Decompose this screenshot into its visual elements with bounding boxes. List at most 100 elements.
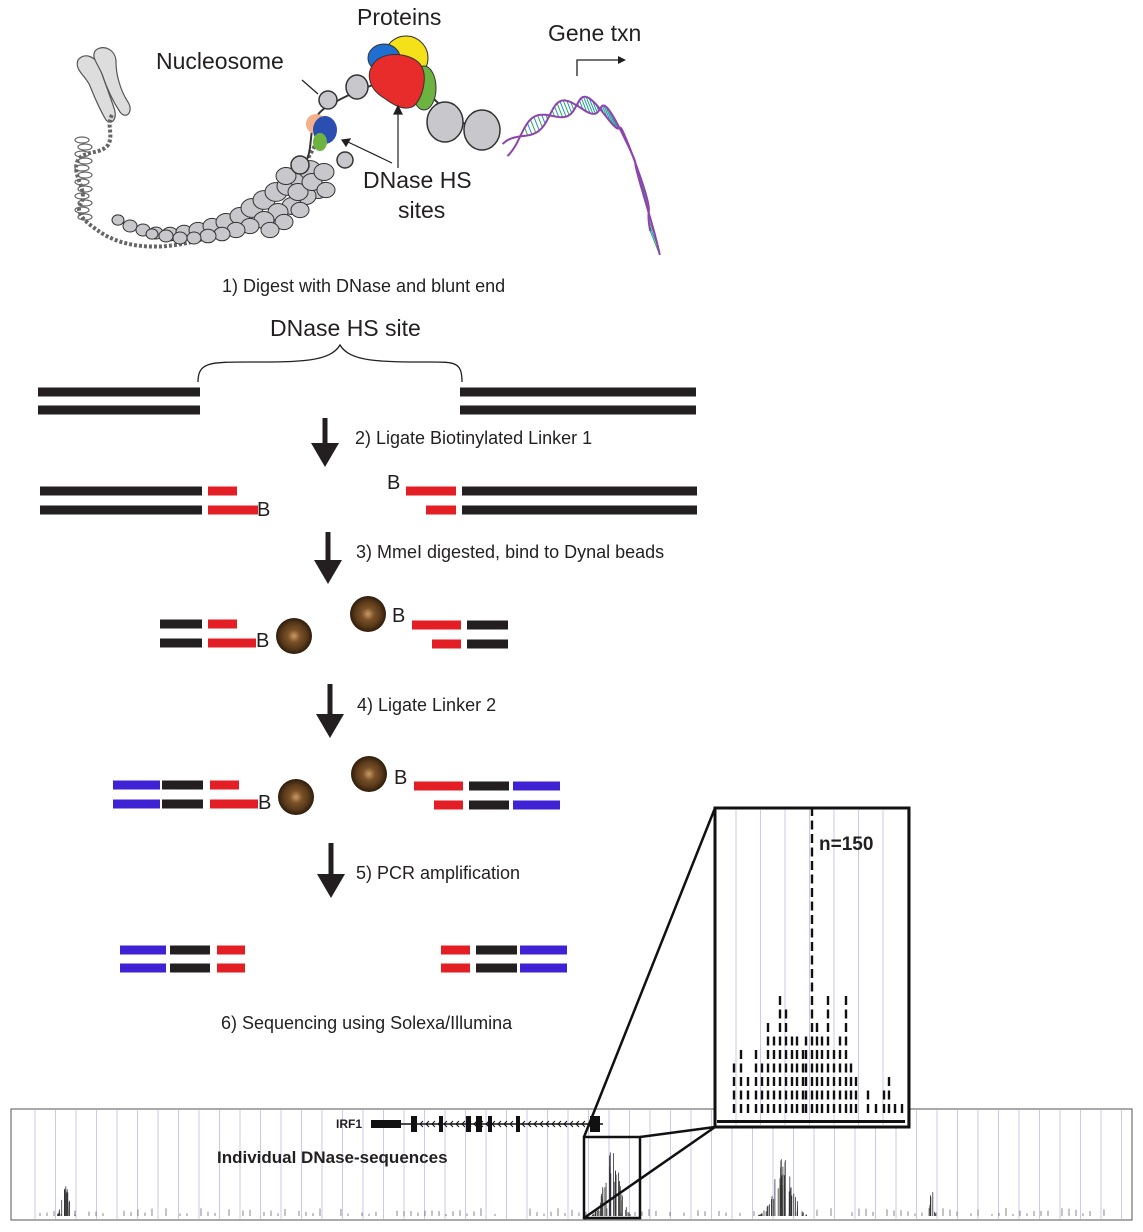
read-tick — [820, 1050, 824, 1059]
baseline — [717, 1120, 905, 1123]
helix-strand — [506, 95, 652, 232]
read-tick — [784, 1063, 788, 1073]
read-tick — [795, 1077, 799, 1086]
chromatin-loop — [74, 150, 90, 158]
read-tick — [838, 1036, 842, 1046]
intron-chevron — [491, 1120, 496, 1128]
read-tick — [795, 1104, 799, 1113]
read-tick — [754, 1090, 758, 1100]
chromatin-loop — [74, 178, 90, 186]
read-tick — [810, 888, 814, 897]
nucleosome-bead — [186, 231, 202, 245]
intron-chevron — [497, 1120, 502, 1128]
read-tick — [832, 1090, 836, 1100]
intron-chevron — [533, 1120, 538, 1128]
intron-chevron — [437, 1120, 442, 1128]
exon-block — [516, 1116, 520, 1132]
base-pair — [533, 116, 540, 131]
down-arrow-icon — [322, 418, 328, 447]
base-pair — [524, 127, 529, 136]
dna-strand — [467, 639, 508, 649]
chromosome-icon — [76, 47, 131, 123]
read-tick — [732, 1077, 736, 1086]
nucleosome-bead — [260, 221, 280, 239]
read-tick — [874, 1104, 878, 1113]
dna-strand — [469, 800, 509, 810]
step-6-label: 6) Sequencing using Solexa/Illumina — [221, 1013, 513, 1033]
read-tick — [784, 1050, 788, 1059]
read-tick — [804, 1036, 808, 1046]
dna-strand — [160, 638, 202, 648]
dna-fragments — [38, 387, 697, 973]
read-tick — [893, 1104, 897, 1113]
dna-strand — [476, 945, 517, 955]
intron-chevron — [569, 1120, 574, 1128]
step-arrows — [311, 418, 345, 898]
read-tick — [766, 1023, 770, 1032]
dna-strand — [217, 963, 245, 973]
read-tick — [778, 1077, 782, 1086]
dna-strand — [412, 620, 461, 630]
read-tick — [838, 1063, 842, 1073]
base-pair — [583, 96, 591, 114]
read-tick — [810, 847, 814, 857]
dna-strand — [414, 781, 463, 791]
read-tick — [784, 1036, 788, 1046]
read-tick — [804, 1090, 808, 1100]
read-tick — [778, 1104, 782, 1113]
read-tick — [746, 1104, 750, 1113]
read-tick — [820, 1104, 824, 1113]
step-5-label: 5) PCR amplification — [356, 863, 521, 883]
read-tick — [772, 1050, 776, 1059]
read-tick — [826, 1104, 830, 1113]
dnase-hs-sites-label-line2: sites — [398, 197, 446, 223]
read-tick — [739, 1077, 743, 1086]
read-tick — [820, 1077, 824, 1086]
read-tick — [801, 1050, 805, 1059]
read-tick — [810, 928, 814, 938]
base-pair — [585, 96, 594, 115]
down-arrow-icon — [325, 532, 331, 564]
read-tick — [810, 942, 814, 951]
read-tick — [746, 1077, 750, 1086]
read-tick — [804, 1050, 808, 1059]
read-tick — [784, 1077, 788, 1086]
dnase-hs-sites-label-line1: DNase HS — [363, 167, 472, 193]
read-tick — [826, 1063, 830, 1073]
dna-strand — [520, 963, 567, 973]
read-tick — [815, 1023, 819, 1032]
dna-strand — [441, 945, 470, 955]
intron-chevron — [545, 1120, 550, 1128]
chromatin-loop — [77, 143, 93, 151]
read-tick — [772, 1036, 776, 1046]
read-tick — [844, 1036, 848, 1046]
base-pair — [554, 106, 560, 118]
read-tick — [810, 1077, 814, 1086]
down-arrow-icon — [327, 684, 333, 718]
intron-chevron — [539, 1120, 544, 1128]
dna-strand — [432, 639, 461, 649]
chromatin-loop — [77, 185, 93, 193]
read-tick — [739, 1050, 743, 1059]
intron-chevron — [581, 1120, 586, 1128]
base-pair — [605, 106, 614, 126]
step-3-label: 3) MmeI digested, bind to Dynal beads — [356, 542, 665, 562]
dna-strand — [434, 800, 463, 810]
irf1-gene-label: IRF1 — [336, 1117, 363, 1131]
chromatin-loop — [74, 136, 90, 144]
dna-strand — [208, 505, 258, 515]
read-tick — [866, 1090, 870, 1100]
down-arrow-icon — [328, 843, 334, 878]
read-tick — [826, 996, 830, 1005]
read-tick — [826, 1009, 830, 1019]
read-tick — [810, 996, 814, 1005]
dna-strand — [38, 387, 200, 397]
read-tick — [766, 1077, 770, 1086]
chromatin-loop — [77, 157, 93, 165]
read-tick — [746, 1090, 750, 1100]
biotin-label: B — [394, 767, 408, 789]
biotin-label: B — [258, 792, 272, 814]
read-tick — [732, 1090, 736, 1100]
intron-chevron — [443, 1120, 448, 1128]
